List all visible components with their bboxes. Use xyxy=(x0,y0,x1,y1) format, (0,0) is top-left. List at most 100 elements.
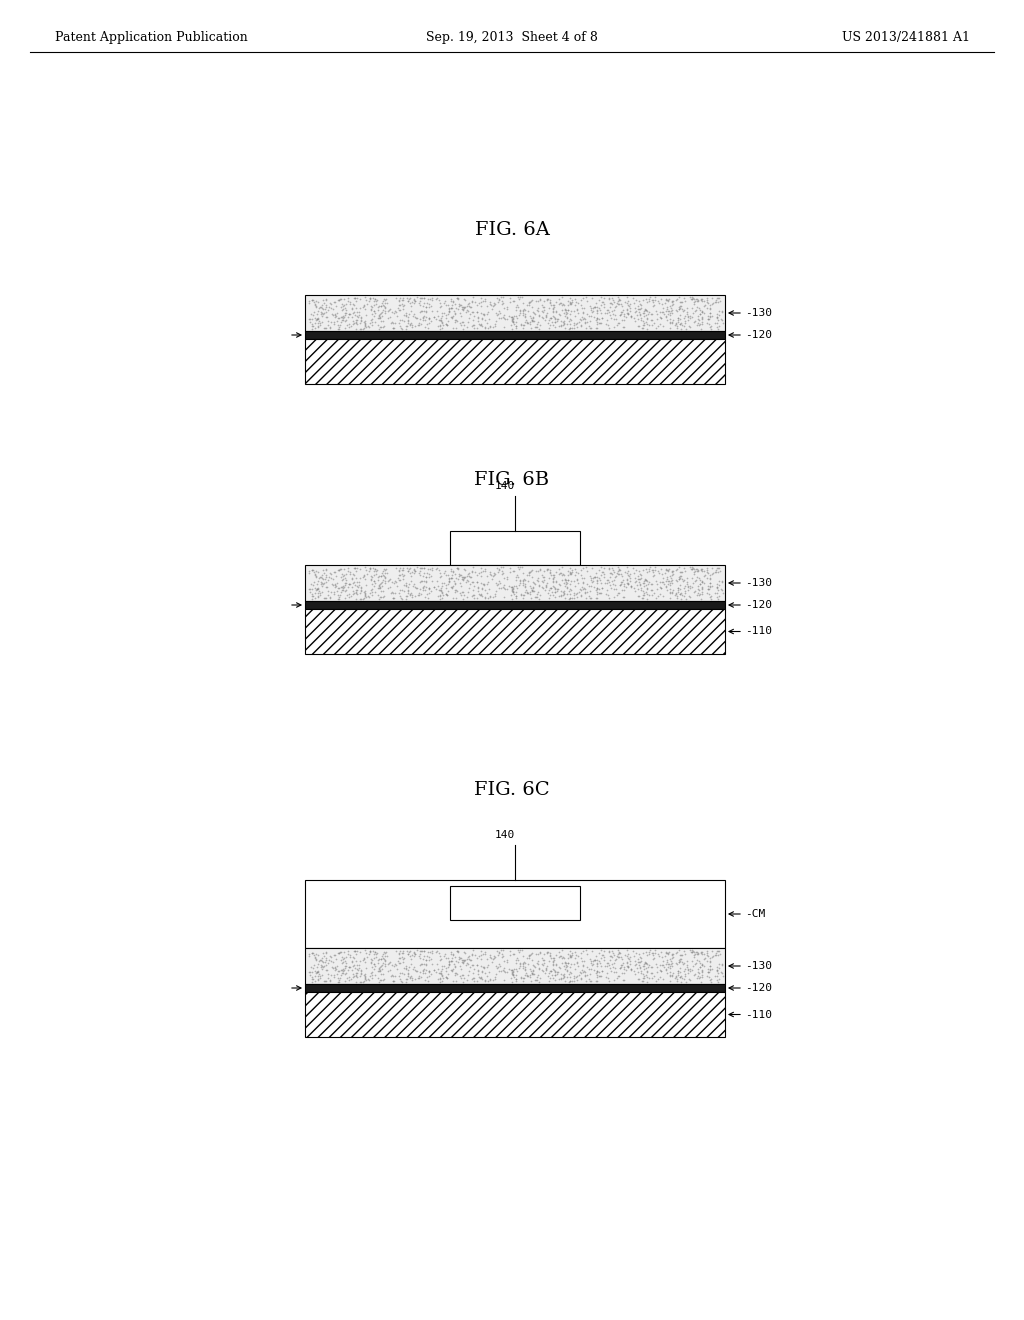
Point xyxy=(476,962,493,983)
Point xyxy=(700,305,717,326)
Point xyxy=(664,956,680,977)
Point xyxy=(637,300,653,321)
Point xyxy=(310,300,327,321)
Point xyxy=(366,301,382,322)
Point xyxy=(477,944,494,965)
Bar xyxy=(305,601,725,609)
Point xyxy=(546,960,562,981)
Point xyxy=(402,313,419,334)
Point xyxy=(336,289,352,310)
Point xyxy=(553,581,569,602)
Point xyxy=(303,589,319,610)
Point xyxy=(671,949,687,970)
Point xyxy=(588,962,604,983)
Point xyxy=(589,308,605,329)
Point xyxy=(545,305,561,326)
Point xyxy=(342,293,358,314)
Point xyxy=(555,585,571,606)
Point xyxy=(454,298,470,319)
Point xyxy=(410,961,426,982)
Point xyxy=(702,302,719,323)
Point xyxy=(326,945,342,966)
Point xyxy=(441,298,458,319)
Point xyxy=(664,966,680,987)
Point xyxy=(309,304,326,325)
Point xyxy=(690,560,707,581)
Point xyxy=(620,956,636,977)
Point xyxy=(442,558,459,579)
Point xyxy=(449,309,465,330)
Point xyxy=(699,562,716,583)
Point xyxy=(653,564,670,585)
Point xyxy=(487,964,504,985)
Point xyxy=(345,302,361,323)
Point xyxy=(701,578,718,599)
Point xyxy=(385,583,401,605)
Point xyxy=(436,944,453,965)
Point xyxy=(344,297,360,318)
Point xyxy=(333,950,349,972)
Point xyxy=(345,946,361,968)
Point xyxy=(485,292,502,313)
Point xyxy=(653,301,670,322)
Point xyxy=(333,576,349,597)
Point xyxy=(562,562,579,583)
Point xyxy=(464,561,480,582)
Point xyxy=(337,587,353,609)
Point xyxy=(685,965,701,986)
Point xyxy=(459,565,475,586)
Point xyxy=(317,954,334,975)
Point xyxy=(636,966,652,987)
Point xyxy=(548,301,564,322)
Point xyxy=(455,965,471,986)
Point xyxy=(439,585,456,606)
Point xyxy=(317,566,334,587)
Point xyxy=(334,576,350,597)
Point xyxy=(538,305,554,326)
Point xyxy=(446,956,463,977)
Point xyxy=(616,292,633,313)
Point xyxy=(371,566,387,587)
Point xyxy=(499,309,515,330)
Point xyxy=(557,953,573,974)
Point xyxy=(453,294,469,315)
Point xyxy=(465,579,481,601)
Point xyxy=(304,962,321,983)
Point xyxy=(562,587,579,609)
Point xyxy=(362,557,379,578)
Point xyxy=(547,312,563,333)
Point xyxy=(684,940,700,961)
Point xyxy=(394,558,411,579)
Point xyxy=(331,586,347,607)
Point xyxy=(543,578,559,599)
Point xyxy=(311,949,328,970)
Point xyxy=(689,582,706,603)
Point xyxy=(672,961,688,982)
Point xyxy=(691,966,708,987)
Point xyxy=(412,940,428,961)
Point xyxy=(431,579,447,601)
Point xyxy=(608,296,625,317)
Point xyxy=(672,966,688,987)
Point xyxy=(457,560,473,581)
Point xyxy=(557,569,573,590)
Point xyxy=(341,586,357,607)
Point xyxy=(709,578,725,599)
Point xyxy=(694,300,711,321)
Point xyxy=(326,305,342,326)
Point xyxy=(469,587,485,609)
Point xyxy=(415,565,431,586)
Point xyxy=(596,557,612,578)
Point xyxy=(477,586,494,607)
Point xyxy=(476,957,493,978)
Point xyxy=(357,310,374,331)
Point xyxy=(314,582,331,603)
Point xyxy=(330,578,346,599)
Point xyxy=(449,962,465,983)
Point xyxy=(344,568,360,589)
Point xyxy=(326,562,342,583)
Point xyxy=(484,569,501,590)
Point xyxy=(593,572,609,593)
Point xyxy=(595,944,611,965)
Point xyxy=(395,964,412,985)
